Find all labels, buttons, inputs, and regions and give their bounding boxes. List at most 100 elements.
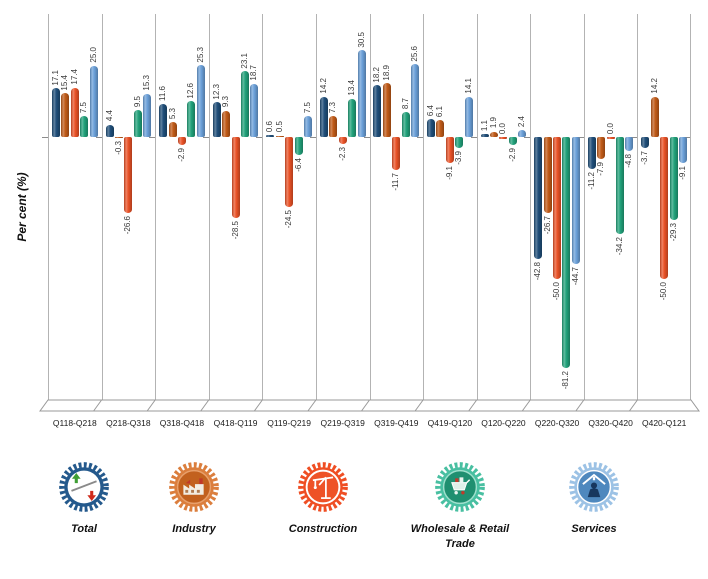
value-label: -50.0	[552, 282, 562, 301]
value-label: 9.3	[221, 96, 231, 108]
zero-axis-tick	[417, 137, 423, 138]
value-label: -26.7	[542, 215, 552, 235]
bar-construction-q218-q318	[124, 137, 133, 213]
category-separator-line	[262, 14, 263, 400]
value-label: 0.5	[274, 121, 284, 133]
bar-total-q320-q420	[587, 137, 596, 169]
value-label: -4.8	[624, 153, 634, 168]
zero-axis-tick	[203, 137, 209, 138]
category-separator-line	[102, 14, 103, 400]
balance-trend-icon	[59, 462, 109, 512]
value-label: 14.2	[318, 78, 328, 94]
factory-icon	[169, 462, 219, 512]
value-label: 8.7	[400, 98, 410, 110]
bar-total-q118-q218	[51, 88, 60, 137]
bar-total-q420-q121	[641, 137, 650, 148]
value-label: 18.9	[381, 64, 391, 81]
category-label: Q119-Q219	[267, 418, 312, 428]
zero-axis-tick	[149, 137, 155, 138]
category-label: Q419-Q120	[427, 418, 473, 428]
axis-floor-tick	[575, 399, 585, 412]
axis-floor-tick	[629, 399, 638, 412]
shopping-cart-icon	[435, 462, 485, 512]
value-label: 30.5	[356, 31, 366, 48]
bar-services-q318-q418	[196, 65, 205, 137]
bar-industry-q318-q418	[168, 121, 177, 137]
zero-axis-tick	[684, 137, 690, 138]
legend-label-construction: Construction	[288, 523, 358, 535]
axis-floor-tick	[414, 399, 424, 412]
category-separator-line	[584, 14, 585, 400]
value-label: 7.3	[328, 102, 338, 114]
value-label: 18.7	[249, 65, 259, 81]
bar-industry-q220-q320	[543, 137, 552, 213]
axis-floor-tick	[307, 399, 317, 412]
value-label: -44.7	[570, 266, 580, 286]
legend: Total Industry	[0, 460, 708, 575]
axis-floor-tick	[468, 399, 478, 412]
value-label: -26.6	[123, 215, 133, 234]
category-separator-line	[209, 14, 210, 400]
bar-total-q218-q318	[105, 124, 114, 137]
axis-floor-tick	[253, 399, 263, 412]
bar-construction-q118-q218	[70, 87, 79, 137]
legend-label-total: Total	[71, 523, 97, 535]
category-separator-line	[637, 14, 638, 400]
value-label: -6.4	[293, 158, 303, 172]
value-label: -34.2	[615, 237, 625, 256]
zero-axis-tick	[256, 137, 262, 138]
bar-services-q419-q120	[464, 96, 473, 137]
value-label: -28.5	[230, 220, 240, 240]
value-label: 6.1	[435, 105, 445, 117]
bar-construction-q319-q419	[392, 137, 401, 171]
category-label: Q120-Q220	[481, 418, 526, 428]
bar-construction-q318-q418	[177, 137, 186, 146]
bar-wholesale-retail-trade-q320-q420	[616, 137, 625, 235]
value-label: -42.8	[533, 261, 543, 280]
bar-total-q220-q320	[534, 137, 543, 259]
bar-wholesale-retail-trade-q319-q419	[401, 112, 410, 137]
value-label: 0.6	[265, 121, 275, 133]
bar-wholesale-retail-trade-q418-q119	[240, 71, 249, 137]
axis-floor-tick	[361, 399, 370, 412]
zero-axis-tick	[471, 137, 477, 138]
axis-floor-tick	[146, 399, 156, 412]
value-label: 9.5	[132, 95, 142, 108]
value-label: -0.3	[113, 140, 123, 155]
legend-item-industry: Industry	[134, 460, 254, 537]
value-label: -2.9	[507, 148, 517, 163]
category-label: Q418-Q119	[213, 418, 258, 428]
bar-total-q119-q219	[266, 135, 275, 137]
bar-industry-q219-q319	[329, 116, 338, 137]
bar-services-q119-q219	[303, 115, 312, 137]
bar-wholesale-retail-trade-q120-q220	[508, 137, 517, 146]
value-label: 11.6	[158, 86, 168, 102]
bar-industry-q319-q419	[382, 83, 391, 137]
bar-services-q218-q318	[143, 93, 152, 137]
zero-axis-tick	[578, 137, 584, 138]
axis-floor-strip	[39, 399, 700, 412]
bar-total-q319-q419	[373, 85, 382, 137]
value-label: 14.1	[463, 78, 473, 94]
bar-wholesale-retail-trade-q220-q320	[562, 137, 571, 368]
value-label: -50.0	[659, 282, 669, 301]
value-label: 13.4	[347, 80, 357, 96]
bar-wholesale-retail-trade-q420-q121	[669, 137, 678, 221]
category-label: Q219-Q319	[320, 418, 365, 428]
legend-label-industry: Industry	[172, 523, 216, 535]
category-separator-line	[370, 14, 371, 400]
bar-industry-q119-q219	[275, 135, 284, 137]
axis-floor-ticks	[93, 399, 638, 412]
bar-construction-q220-q320	[553, 137, 562, 279]
value-label: 17.4	[69, 69, 79, 85]
category-label: Q318-Q418	[159, 418, 205, 428]
legend-item-construction: Construction	[263, 460, 383, 537]
zero-axis-tick	[310, 137, 316, 138]
value-label: -7.9	[596, 162, 606, 177]
bar-industry-q419-q120	[436, 119, 445, 137]
value-label: 25.6	[410, 45, 420, 62]
bar-total-q219-q319	[319, 96, 328, 137]
bar-construction-q120-q220	[499, 137, 508, 139]
category-label: Q218-Q318	[106, 418, 151, 428]
